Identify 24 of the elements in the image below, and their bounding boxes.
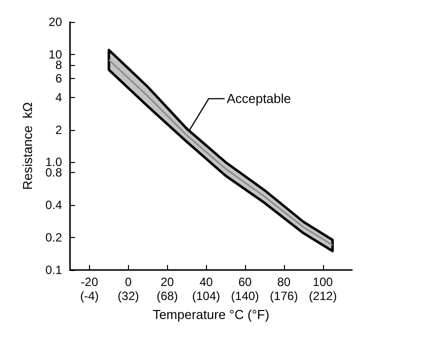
x2-tick-label: (176) [270, 289, 298, 303]
x-tick-label: 80 [277, 275, 291, 289]
x2-tick-label: (32) [118, 289, 140, 303]
y-tick-label: 4 [55, 90, 62, 104]
y-tick-label: 6 [55, 71, 62, 86]
x-tick-label: 20 [160, 275, 174, 289]
x-axis-title: Temperature °C (°F) [152, 307, 270, 322]
x-tick-label: 100 [312, 275, 334, 289]
y-tick-label: 2 [55, 122, 62, 137]
x2-tick-label: (104) [192, 289, 220, 303]
x-tick-label: 0 [125, 275, 132, 289]
x-tick-label: 60 [238, 275, 252, 289]
y-tick-label: 0.4 [45, 198, 62, 212]
x2-tick-label: (-4) [80, 289, 99, 303]
x-tick-label: -20 [80, 275, 98, 289]
annotation: Acceptable [226, 91, 292, 106]
x2-tick-label: (212) [308, 289, 337, 303]
y-tick-label: 0.2 [45, 230, 62, 245]
y-axis-title: Resistance kΩ [20, 102, 35, 190]
x2-tick-label: (140) [231, 289, 260, 303]
y-tick-label: 20 [48, 15, 62, 29]
y-tick-label: 0.1 [45, 263, 62, 277]
x2-tick-label: (68) [156, 289, 178, 303]
x-tick-label: 40 [199, 275, 214, 289]
